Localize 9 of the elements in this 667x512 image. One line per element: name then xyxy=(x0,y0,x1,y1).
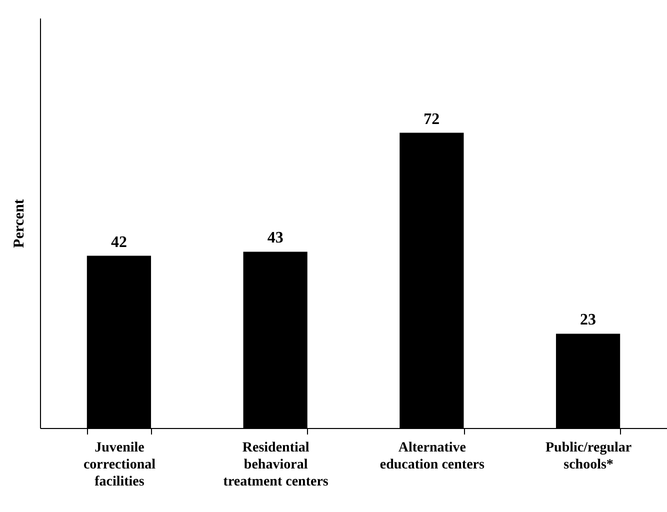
x-tick-label: Juvenile correctional facilities xyxy=(83,440,156,490)
x-tick-label: Alternative education centers xyxy=(380,440,486,472)
data-label: 72 xyxy=(424,110,440,128)
data-label: 43 xyxy=(267,230,284,247)
data-label: 42 xyxy=(110,234,127,251)
x-tick-label: Residential behavioral treatment centers xyxy=(223,440,329,490)
x-tick-label: Public/regular schools* xyxy=(546,440,632,472)
y-axis-title: Percent xyxy=(12,199,28,248)
data-label: 23 xyxy=(580,312,596,329)
